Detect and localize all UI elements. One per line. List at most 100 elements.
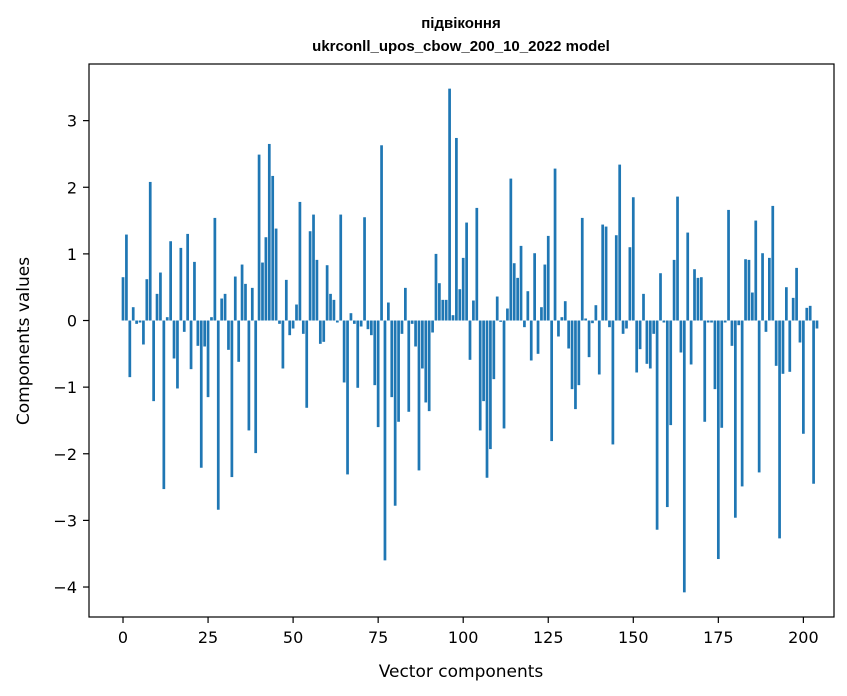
bar [349, 313, 353, 321]
bar [352, 320, 356, 324]
bar [713, 320, 717, 390]
bar [135, 320, 138, 324]
bar [536, 320, 540, 354]
bar [325, 265, 329, 321]
bar [376, 320, 380, 428]
bar [434, 253, 438, 321]
bar [665, 320, 669, 508]
bar [737, 320, 741, 326]
bar [404, 287, 407, 321]
bar [332, 299, 336, 321]
bar [540, 307, 543, 321]
bar [383, 320, 387, 561]
bar [645, 320, 649, 364]
bar [121, 277, 125, 321]
bar [444, 299, 448, 321]
bar [438, 283, 441, 321]
bar [461, 257, 465, 321]
bar [611, 320, 615, 445]
bar [162, 320, 166, 490]
bar [785, 287, 788, 321]
bar [744, 259, 747, 321]
bar [203, 320, 207, 347]
bar [682, 320, 686, 593]
bar [679, 320, 683, 353]
bar [723, 320, 727, 323]
bar [233, 276, 237, 321]
x-tick-label: 200 [788, 628, 819, 647]
bar [281, 320, 285, 369]
bar [696, 277, 700, 321]
y-tick-label: −1 [53, 378, 77, 397]
bar [754, 220, 758, 321]
bar [176, 320, 179, 389]
bar [455, 137, 458, 321]
bar [550, 320, 554, 442]
bar [298, 201, 302, 321]
bar [614, 235, 618, 321]
bar [369, 320, 373, 336]
bar [427, 320, 431, 412]
bar [339, 214, 343, 321]
bar [458, 289, 462, 321]
bar [237, 320, 241, 362]
bar [693, 269, 696, 321]
y-tick-label: 1 [67, 245, 77, 264]
bar [553, 168, 557, 321]
bar [533, 253, 536, 321]
bar [278, 320, 281, 324]
x-tick-label: 25 [198, 628, 218, 647]
bar [329, 293, 332, 321]
bar [628, 247, 632, 321]
bar [335, 320, 339, 323]
x-tick-label: 50 [283, 628, 303, 647]
y-tick-label: 2 [67, 178, 77, 197]
bar [240, 264, 244, 321]
bar [625, 320, 628, 329]
bar [669, 320, 673, 426]
bar [662, 320, 666, 323]
bar [475, 207, 479, 321]
bar [186, 233, 190, 321]
bar [761, 253, 764, 321]
bar [125, 234, 128, 321]
bar [781, 320, 785, 374]
bar [421, 320, 424, 369]
chart-title-line1: підвіконня [421, 15, 500, 32]
bar [448, 88, 451, 321]
bar [716, 320, 720, 560]
bar [672, 259, 676, 321]
bar [523, 320, 526, 328]
bar [417, 320, 421, 471]
bar [247, 320, 251, 431]
bar [587, 320, 591, 358]
bar [740, 320, 744, 487]
bar [509, 178, 513, 321]
bar [516, 277, 519, 321]
y-tick-label: −2 [53, 445, 77, 464]
bar [322, 320, 326, 342]
bar [519, 245, 523, 321]
bar [196, 320, 200, 346]
bar [529, 320, 533, 361]
bar [795, 267, 798, 321]
bar [380, 145, 383, 321]
bar [631, 197, 635, 321]
bar [179, 247, 183, 321]
bar [257, 154, 261, 321]
bar [506, 308, 509, 321]
bar [220, 298, 224, 321]
bar [567, 320, 571, 349]
bar [172, 320, 176, 359]
bar [608, 320, 611, 328]
bar [363, 217, 366, 321]
bar [512, 263, 516, 321]
x-tick-label: 175 [703, 628, 734, 647]
bar [400, 320, 404, 334]
bar [733, 320, 737, 518]
plot-frame [88, 63, 835, 618]
bar [145, 279, 149, 321]
bar [485, 320, 489, 478]
bar [472, 300, 475, 321]
bar [213, 217, 217, 321]
